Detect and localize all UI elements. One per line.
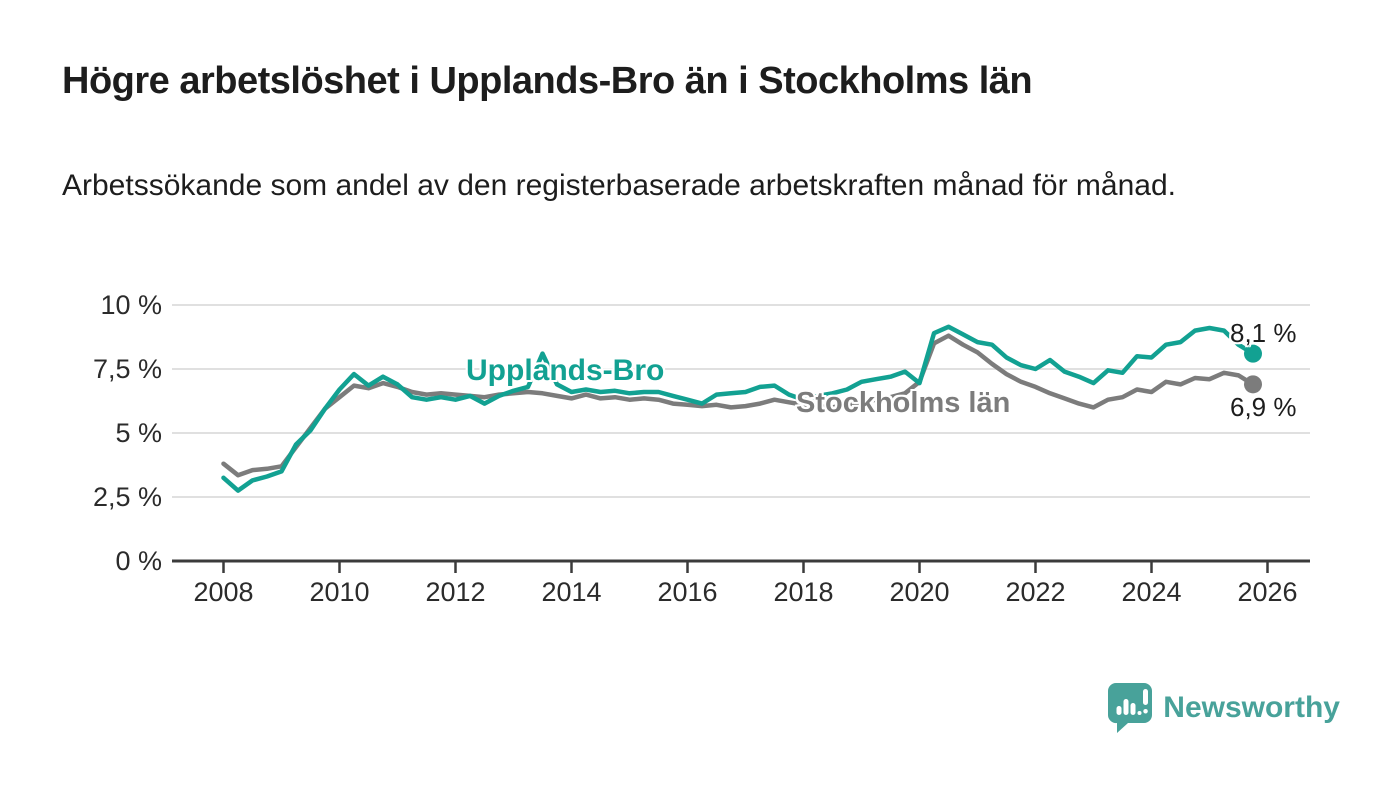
page-title: Högre arbetslöshet i Upplands-Bro än i S… xyxy=(62,60,1033,102)
newsworthy-wordmark: Newsworthy xyxy=(1163,691,1340,724)
series-line-upplands-bro xyxy=(221,324,1256,493)
x-tick-label: 2026 xyxy=(1237,577,1298,607)
y-tick-label: 7,5 % xyxy=(92,354,162,384)
end-value-label-upplands-bro: 8,1 % xyxy=(1230,318,1297,348)
y-tick-label: 2,5 % xyxy=(92,482,162,512)
newsworthy-logo: Newsworthy xyxy=(1107,682,1340,734)
newsworthy-bubble-chart-icon xyxy=(1108,683,1153,733)
x-tick-label: 2012 xyxy=(425,577,486,607)
series-end-dot-upplands-bro xyxy=(1244,344,1262,363)
series-label-upplands-bro: Upplands-Bro xyxy=(466,354,665,387)
x-tick-label: 2016 xyxy=(657,577,718,607)
y-tick-label: 5 % xyxy=(115,418,162,448)
x-tick-label: 2014 xyxy=(541,577,602,607)
x-tick-label: 2018 xyxy=(773,577,834,607)
y-tick-label: 0 % xyxy=(115,546,162,576)
x-tick-label: 2020 xyxy=(889,577,950,607)
series-line-stockholms-l-n xyxy=(221,333,1256,478)
series-label-stockholms-lan: Stockholms län xyxy=(796,387,1011,419)
series-end-dot-stockholms-l-n xyxy=(1244,375,1262,394)
page-subtitle: Arbetssökande som andel av den registerb… xyxy=(62,169,1176,202)
x-tick-label: 2022 xyxy=(1005,577,1066,607)
x-tick-label: 2024 xyxy=(1121,577,1182,607)
x-tick-label: 2008 xyxy=(193,577,254,607)
y-tick-label: 10 % xyxy=(100,290,162,320)
x-tick-label: 2010 xyxy=(309,577,370,607)
end-value-label-stockholms-lan: 6,9 % xyxy=(1230,392,1297,422)
